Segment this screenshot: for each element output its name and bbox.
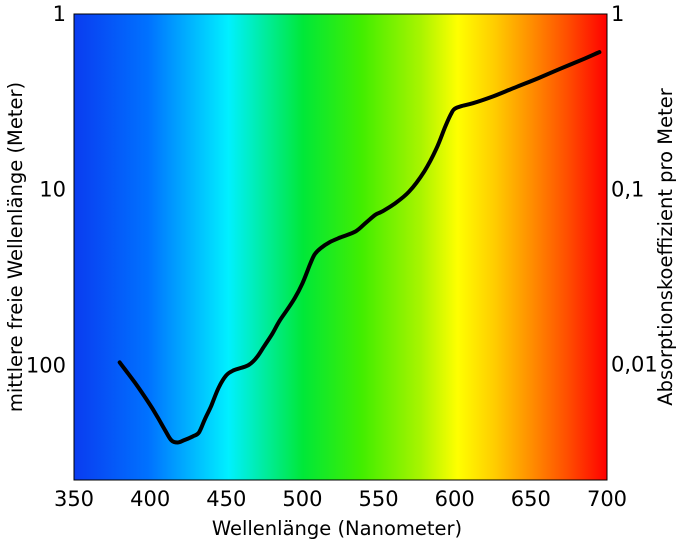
right-axis-ticks: 1 0,1 0,01	[611, 2, 658, 377]
x-tick-label: 550	[359, 487, 399, 511]
x-axis-title: Wellenlänge (Nanometer)	[212, 517, 462, 540]
spectrum-background	[73, 13, 608, 481]
x-tick-label: 500	[282, 487, 322, 511]
x-tick-label: 350	[54, 487, 94, 511]
absorption-curve	[117, 50, 602, 445]
x-tick-label: 400	[130, 487, 170, 511]
x-tick-label: 450	[206, 487, 246, 511]
left-tick-label: 100	[26, 353, 66, 377]
right-tick-label: 0,01	[611, 353, 658, 377]
left-tick-label: 10	[39, 178, 66, 202]
right-tick-label: 0,1	[611, 177, 644, 201]
x-tick-label: 700	[587, 487, 627, 511]
left-axis-ticks: 1 10 100	[26, 2, 66, 377]
left-tick-label: 1	[53, 2, 66, 26]
right-axis-title: Absorptionskoeffizient pro Meter	[654, 87, 677, 406]
x-axis-ticks: 350 400 450 500 550 600 650 700	[54, 487, 627, 511]
x-tick-label: 650	[511, 487, 551, 511]
left-axis-title: mittlere freie Wellenlänge (Meter)	[4, 82, 27, 412]
right-tick-label: 1	[611, 2, 624, 26]
x-tick-label: 600	[435, 487, 475, 511]
